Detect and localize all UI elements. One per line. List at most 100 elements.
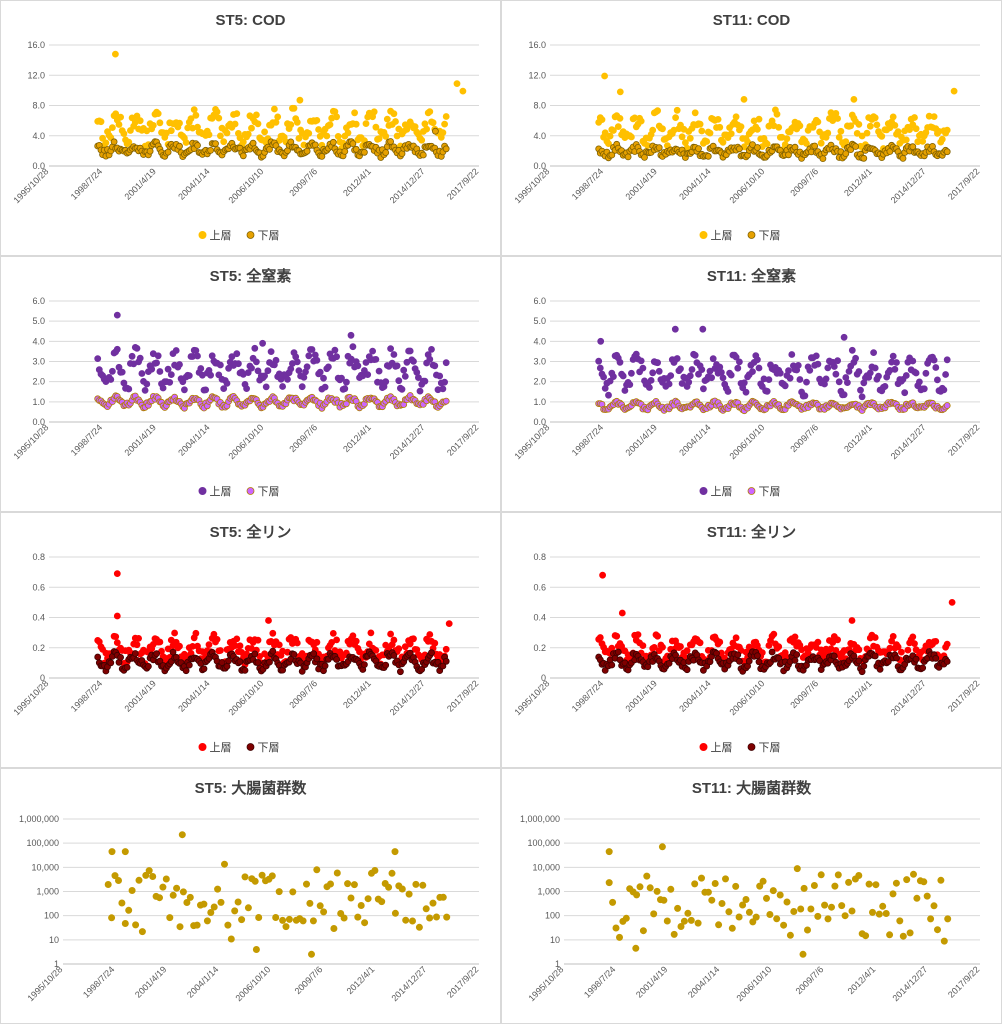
point-upper xyxy=(863,129,871,137)
point-upper xyxy=(395,645,403,653)
point xyxy=(344,880,352,888)
point xyxy=(258,871,266,879)
point-upper xyxy=(176,642,183,650)
point-upper xyxy=(596,364,604,372)
point-upper xyxy=(858,132,866,140)
data-points xyxy=(605,843,952,958)
point-upper xyxy=(678,380,686,387)
legend-label-upper: 上層 xyxy=(210,485,232,498)
point-upper xyxy=(812,352,820,360)
point xyxy=(166,914,174,922)
chart-st5-tp: ST5: 全リン 0 0.2 0.4 0.6 0.8 1995/10/28 1998/7/24… xyxy=(11,523,480,754)
legend-marker-lower xyxy=(747,743,756,751)
legend-marker-upper xyxy=(699,487,708,495)
point xyxy=(704,888,712,896)
point-upper xyxy=(439,385,447,393)
point-upper xyxy=(806,367,814,374)
point xyxy=(388,869,396,877)
point-lower xyxy=(254,659,262,666)
point-lower xyxy=(185,661,193,669)
point-upper xyxy=(284,376,291,383)
x-tick-label: 2017/9/22 xyxy=(946,422,981,457)
point-lower xyxy=(428,649,435,657)
point xyxy=(875,910,883,918)
point-lower xyxy=(269,647,277,655)
point-upper xyxy=(889,113,897,121)
point xyxy=(340,914,348,922)
point xyxy=(783,898,791,906)
chart-title: ST11: 全窒素 xyxy=(707,267,796,285)
point-upper xyxy=(870,349,878,356)
point-upper xyxy=(606,377,614,385)
y-tick-label: 0.4 xyxy=(32,613,45,623)
x-tick-label: 1995/10/28 xyxy=(526,964,565,1003)
y-tick-label: 0.2 xyxy=(533,643,546,653)
point-lower xyxy=(439,662,447,670)
point-upper xyxy=(912,369,920,377)
y-tick-label: 5.0 xyxy=(533,316,546,326)
point-upper xyxy=(681,139,689,147)
chart-st5-tn: ST5: 全窒素 0.0 1.0 2.0 3.0 4.0 5.0 6.0 1995/10/28 1… xyxy=(11,267,480,498)
chart-st11-ecoli: ST11: 大腸菌群数 1 10 100 1,000 10,000 100,000 1,000… xyxy=(520,779,981,1003)
point-upper xyxy=(878,132,886,140)
legend-label-upper: 上層 xyxy=(210,741,232,754)
point-upper xyxy=(313,638,321,646)
point-upper xyxy=(897,648,905,656)
point-upper xyxy=(333,353,341,361)
y-tick-label: 1,000 xyxy=(36,887,59,897)
point-upper xyxy=(102,139,110,147)
point-upper xyxy=(414,374,422,381)
point-upper xyxy=(922,369,930,377)
point-lower xyxy=(387,138,395,145)
point-upper xyxy=(840,391,848,399)
point xyxy=(735,913,743,921)
point-upper xyxy=(254,367,262,375)
y-tick-label: 0.6 xyxy=(533,582,546,592)
y-tick-label: 0.2 xyxy=(32,643,45,653)
point xyxy=(708,896,716,904)
x-tick-label: 2012/4/1 xyxy=(842,166,874,198)
point-lower xyxy=(860,154,868,162)
x-tick-label: 2004/1/14 xyxy=(176,166,211,201)
point-upper xyxy=(269,629,277,637)
point xyxy=(797,905,805,913)
point xyxy=(244,904,252,912)
point-upper xyxy=(616,358,624,366)
y-tick-label: 10,000 xyxy=(532,862,560,872)
point-upper xyxy=(375,367,383,375)
point-upper xyxy=(943,126,951,134)
legend-label-upper: 上層 xyxy=(711,229,733,242)
point-upper xyxy=(382,132,390,140)
point xyxy=(179,888,187,896)
point-upper xyxy=(654,359,662,367)
x-tick-label: 2001/4/19 xyxy=(624,678,659,713)
point-lower xyxy=(735,145,743,153)
x-tick-label: 2004/1/14 xyxy=(677,678,712,713)
point xyxy=(279,916,287,924)
point-upper xyxy=(215,114,223,122)
y-tick-label: 12.0 xyxy=(528,70,546,80)
point-upper xyxy=(677,643,684,650)
point xyxy=(255,914,263,921)
point-upper xyxy=(686,372,694,380)
point-lower xyxy=(360,661,368,669)
point xyxy=(128,887,136,894)
point-upper xyxy=(873,121,881,129)
point-upper xyxy=(239,138,247,146)
point-upper xyxy=(634,631,642,638)
point-lower xyxy=(349,140,357,148)
point xyxy=(633,891,641,899)
point-upper xyxy=(441,378,449,386)
point-upper xyxy=(141,386,149,394)
point xyxy=(299,917,307,925)
point-lower xyxy=(855,657,863,665)
point-upper xyxy=(109,367,116,375)
legend: 上層 下層 xyxy=(699,485,781,498)
x-tick-label: 2009/7/6 xyxy=(794,964,826,996)
point-upper xyxy=(395,377,403,385)
point xyxy=(238,916,246,924)
point-upper xyxy=(401,373,409,380)
point-upper xyxy=(673,355,681,362)
point-upper xyxy=(803,378,810,386)
point-lower xyxy=(146,147,154,155)
